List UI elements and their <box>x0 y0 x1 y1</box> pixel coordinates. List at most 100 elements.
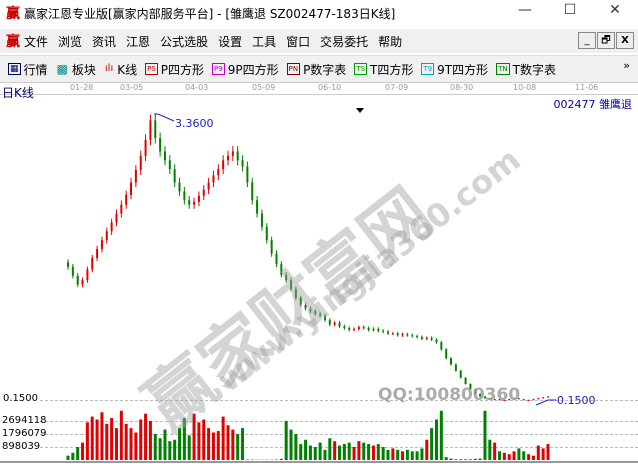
candle-body <box>362 327 365 329</box>
candle-body <box>173 169 176 183</box>
minimize-button[interactable]: — <box>518 2 532 18</box>
volume-bar <box>182 418 186 460</box>
mdi-restore-button[interactable]: 🗗 <box>597 32 615 49</box>
candle-body <box>348 328 351 330</box>
kline-icon: ılı <box>104 63 114 74</box>
tool-kline[interactable]: ılı K线 <box>104 61 137 78</box>
candle-body <box>328 320 331 325</box>
menu-browse[interactable]: 浏览 <box>58 34 83 49</box>
menu-settings[interactable]: 设置 <box>218 34 243 49</box>
menu-file[interactable]: 文件 <box>24 34 49 49</box>
candle-body <box>280 264 283 275</box>
volume-bar <box>391 448 395 460</box>
candle-body <box>493 399 496 401</box>
candle-body <box>396 333 399 336</box>
candle-body <box>168 160 171 170</box>
candle-body <box>294 289 297 298</box>
close-button[interactable]: ✕ <box>609 2 621 18</box>
candle-body <box>323 315 326 321</box>
tool-quotes[interactable]: ▦ 行情 <box>8 61 48 78</box>
volume-bar <box>85 422 89 460</box>
candle-body <box>508 399 511 401</box>
volume-bar <box>546 444 550 460</box>
volume-bar <box>100 412 104 460</box>
volume-bar <box>333 441 337 460</box>
volume-bar <box>449 458 453 460</box>
menu-help[interactable]: 帮助 <box>378 34 403 49</box>
title-bar: 赢 赢家江恩专业版[赢家内部服务平台] - [雏鹰退 SZ002477-183日… <box>0 0 638 26</box>
volume-bar <box>231 429 235 460</box>
menu-tools[interactable]: 工具 <box>252 34 277 49</box>
candle-body <box>391 333 394 335</box>
candle-body <box>498 399 501 401</box>
mdi-minimize-button[interactable]: _ <box>578 32 596 49</box>
volume-bar <box>81 442 85 460</box>
tool-t-square[interactable]: TS T四方形 <box>354 61 413 78</box>
tool-p-table[interactable]: PN P数字表 <box>286 61 346 78</box>
volume-bar <box>202 419 206 460</box>
volume-bar <box>139 419 143 460</box>
candle-body <box>290 280 293 290</box>
volume-bar <box>308 445 312 460</box>
volume-bar <box>376 444 380 460</box>
maximize-button[interactable]: ☐ <box>563 2 577 18</box>
volume-bar <box>478 458 482 460</box>
tool-p-square[interactable]: PS P四方形 <box>145 61 204 78</box>
candle-body <box>260 213 263 227</box>
menu-formula[interactable]: 公式选股 <box>160 34 209 49</box>
candle-body <box>246 166 249 183</box>
high-marker-line <box>154 113 175 122</box>
date-tick: 07-09 <box>385 83 409 92</box>
volume-bar <box>536 445 540 460</box>
tool-9p-square[interactable]: P9 9P四方形 <box>212 61 279 78</box>
candle-body <box>91 257 94 270</box>
volume-bar <box>76 446 80 460</box>
volume-bar <box>512 451 516 460</box>
high-price-label: 3.3600 <box>175 117 214 130</box>
candle-body <box>309 308 312 312</box>
candle-body <box>110 222 113 232</box>
volume-tick: 1796079 <box>2 428 47 439</box>
tool-sectors[interactable]: ▩ 板块 <box>56 61 96 78</box>
menu-news[interactable]: 资讯 <box>92 34 117 49</box>
tool-t-table[interactable]: TN T数字表 <box>496 61 556 78</box>
candle-body <box>130 182 133 195</box>
pn-icon: PN <box>286 63 301 75</box>
tool-label: T数字表 <box>512 62 556 77</box>
candle-body <box>154 120 157 139</box>
menu-window[interactable]: 窗口 <box>286 34 311 49</box>
candle-body <box>319 313 322 316</box>
stock-label: 002477 雏鹰退 <box>553 98 633 111</box>
candle-body <box>197 195 200 203</box>
volume-bar <box>464 459 468 460</box>
candle-body <box>542 397 545 399</box>
date-tick: 11-06 <box>575 83 599 92</box>
volume-bar <box>396 449 400 460</box>
candle-body <box>483 396 486 399</box>
candle-body <box>425 337 428 339</box>
tool-9t-square[interactable]: T9 9T四方形 <box>421 61 488 78</box>
candle-body <box>488 398 491 400</box>
candle-body <box>353 328 356 330</box>
candle-body <box>532 399 535 401</box>
volume-bar <box>473 458 477 460</box>
candle-body <box>86 269 89 281</box>
volume-bar <box>371 445 375 460</box>
toolbar-more-button[interactable]: » <box>623 59 630 72</box>
volume-bar <box>95 419 99 460</box>
volume-bar <box>415 451 419 460</box>
volume-bar <box>357 441 361 460</box>
candle-body <box>522 399 525 401</box>
candle-body <box>304 305 307 309</box>
candle-body <box>207 182 210 190</box>
mdi-close-button[interactable]: X <box>616 32 634 49</box>
volume-bar <box>119 410 123 460</box>
menu-gann[interactable]: 江恩 <box>126 34 151 49</box>
volume-bar <box>347 442 351 460</box>
candle-body <box>236 151 239 161</box>
candle-body <box>474 389 477 394</box>
candle-body <box>517 398 520 400</box>
menu-trade[interactable]: 交易委托 <box>320 34 369 49</box>
candle-body <box>76 275 79 285</box>
